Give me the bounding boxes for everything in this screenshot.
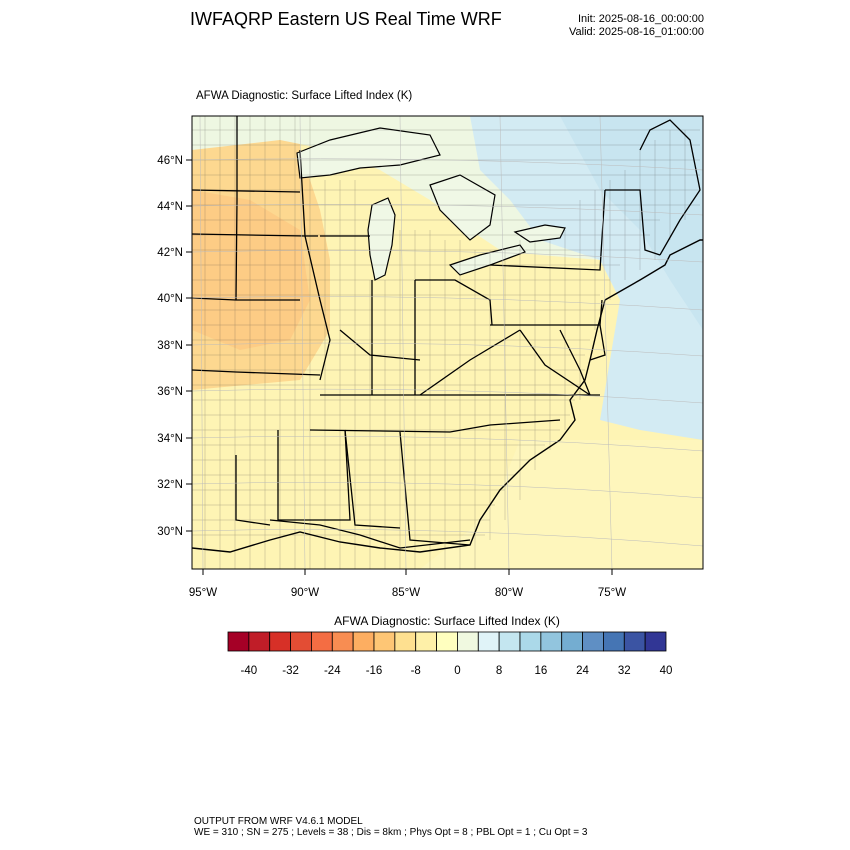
panel-title: AFWA Diagnostic: Surface Lifted Index (K… <box>196 90 413 102</box>
colorbar-tick-label: -8 <box>411 665 421 677</box>
footer: OUTPUT FROM WRF V4.6.1 MODEL WE = 310 ; … <box>194 816 587 838</box>
lat-label: 44°N <box>157 201 183 213</box>
colorbar-swatch <box>623 631 646 652</box>
colorbar-swatch <box>331 631 354 652</box>
colorbar-swatch <box>352 631 375 652</box>
lake-michigan <box>367 197 396 281</box>
lake-huron <box>429 174 496 241</box>
colorbar-swatch <box>290 631 312 652</box>
colorbar-title: AFWA Diagnostic: Surface Lifted Index (K… <box>334 614 560 628</box>
graticule <box>192 116 703 569</box>
colorbar-tick-label: 0 <box>454 665 460 677</box>
colorbar-swatch <box>269 631 291 652</box>
lat-label: 38°N <box>157 340 183 352</box>
lat-label: 32°N <box>157 479 183 491</box>
colorbar-swatch <box>373 631 396 652</box>
lon-label: 90°W <box>291 587 319 599</box>
colorbar-swatch <box>477 631 500 652</box>
colorbar-labels: -40 -32 -24 -16 -8 0 8 16 24 32 40 <box>241 665 673 677</box>
colorbar <box>227 631 667 652</box>
footer-config: WE = 310 ; SN = 275 ; Levels = 38 ; Dis … <box>194 827 588 838</box>
colorbar-swatch <box>540 631 563 652</box>
lat-label: 34°N <box>157 433 183 445</box>
colorbar-swatch <box>519 631 542 652</box>
main-title: IWFAQRP Eastern US Real Time WRF <box>190 9 502 29</box>
lon-ticks <box>202 569 613 575</box>
lat-label: 46°N <box>157 155 183 167</box>
lake-ontario <box>513 224 566 243</box>
lat-ticks <box>186 159 192 532</box>
lat-label: 40°N <box>157 293 183 305</box>
colorbar-swatch <box>415 631 437 652</box>
init-time: Init: 2025-08-16_00:00:00 <box>578 13 704 25</box>
colorbar-swatch <box>644 631 667 652</box>
colorbar-swatch <box>394 631 417 652</box>
colorbar-swatch <box>248 631 271 652</box>
colorbar-swatch <box>561 631 583 652</box>
colorbar-tick-label: 32 <box>618 665 631 677</box>
colorbar-swatch <box>498 631 521 652</box>
colorbar-swatch <box>227 631 250 652</box>
footer-model: OUTPUT FROM WRF V4.6.1 MODEL <box>194 816 363 827</box>
colorbar-tick-label: -16 <box>366 665 383 677</box>
colorbar-tick-label: -40 <box>241 665 258 677</box>
coastline <box>192 239 703 553</box>
state-boundaries <box>192 116 701 549</box>
colorbar-tick-label: -24 <box>324 665 341 677</box>
colorbar-tick-label: 8 <box>496 665 502 677</box>
lon-label: 95°W <box>189 587 217 599</box>
valid-time: Valid: 2025-08-16_01:00:00 <box>569 26 704 38</box>
map-frame <box>191 115 704 570</box>
county-lines <box>192 116 700 569</box>
colorbar-swatch <box>582 631 604 652</box>
map-area <box>192 116 703 569</box>
colorbar-tick-label: 16 <box>534 665 547 677</box>
lon-labels: 95°W 90°W 85°W 80°W 75°W <box>189 587 626 599</box>
lat-label: 42°N <box>157 247 183 259</box>
colorbar-tick-label: -32 <box>282 665 299 677</box>
colorbar-swatch <box>603 631 625 652</box>
lat-label: 30°N <box>157 526 183 538</box>
colorbar-swatch <box>311 631 333 652</box>
colorbar-tick-label: 40 <box>660 665 673 677</box>
field-ne-deep <box>560 116 703 330</box>
field-south-ocean <box>420 440 703 569</box>
colorbar-tick-label: 24 <box>576 665 589 677</box>
lon-label: 85°W <box>392 587 420 599</box>
colorbar-swatch <box>457 631 479 652</box>
lon-label: 80°W <box>495 587 523 599</box>
lat-label: 36°N <box>157 386 183 398</box>
run-info: Init: 2025-08-16_00:00:00 Valid: 2025-08… <box>540 13 704 39</box>
colorbar-swatch <box>436 631 458 652</box>
lon-label: 75°W <box>598 587 626 599</box>
lat-labels: 46°N 44°N 42°N 40°N 38°N 36°N 34°N 32°N … <box>157 155 183 538</box>
